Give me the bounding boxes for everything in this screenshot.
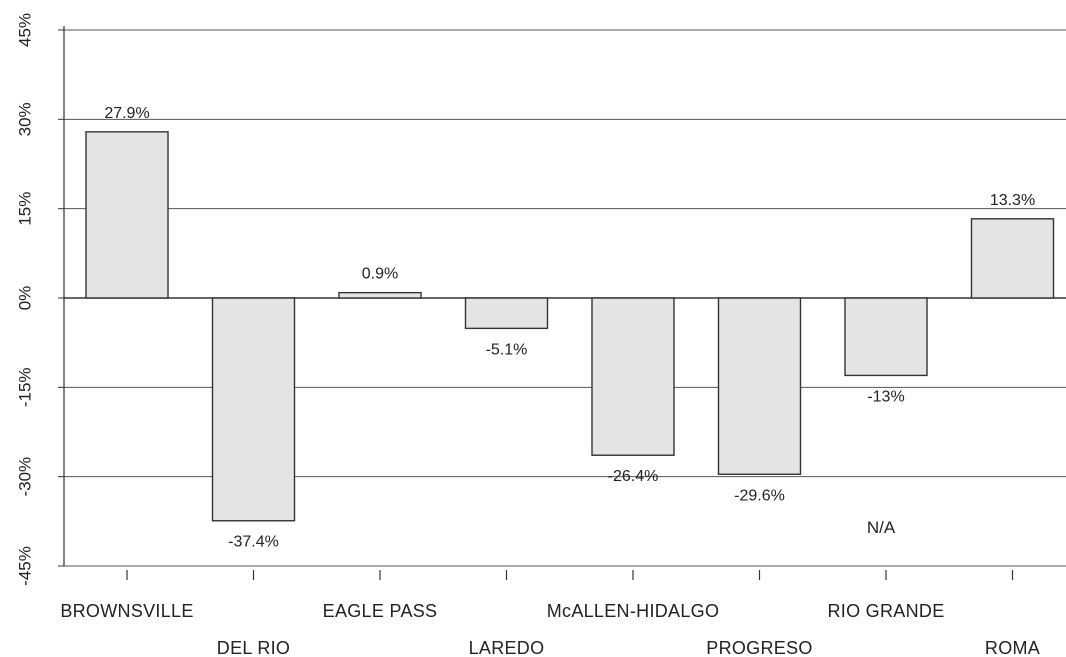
data-label: -5.1% (486, 341, 528, 358)
bar (844, 297, 928, 377)
category-label: LAREDO (469, 638, 545, 657)
axes (58, 26, 65, 567)
y-tick-label: 0% (15, 286, 34, 311)
y-tick-label: 15% (15, 192, 34, 226)
data-label: 13.3% (990, 192, 1035, 209)
data-labels: 27.9% -37.4% 0.9% -5.1% -26.4% -29.6% -13% 13.3… (104, 105, 1035, 551)
category-label: PROGRESO (706, 638, 812, 657)
annotations: N/A (867, 518, 896, 537)
bar (85, 131, 169, 299)
data-label: -29.6% (734, 487, 785, 504)
x-tick-marks (126, 570, 1014, 580)
category-label: RIO GRANDE (827, 601, 944, 621)
category-label: McALLEN-HIDALGO (547, 601, 720, 621)
bar (464, 297, 549, 330)
category-labels: BROWNSVILLE DEL RIO EAGLE PASS LAREDOMcALLE… (60, 601, 1040, 657)
category-label: EAGLE PASS (323, 601, 438, 621)
data-label: -26.4% (608, 468, 659, 485)
category-label: DEL RIO (217, 638, 290, 657)
y-tick-label: 45% (15, 13, 34, 47)
data-label: -37.4% (228, 534, 279, 551)
data-label: 27.9% (104, 105, 149, 122)
bar (211, 297, 296, 522)
category-label: ROMA (985, 638, 1040, 657)
bar (970, 218, 1055, 299)
y-tick-label: -15% (15, 367, 34, 407)
bar (717, 297, 802, 475)
y-tick-label: -45% (15, 546, 34, 586)
y-tick-label: 30% (15, 102, 34, 136)
bars (85, 131, 1055, 522)
bar (338, 291, 422, 299)
category-label: BROWNSVILLE (60, 601, 193, 621)
data-label: 0.9% (362, 266, 398, 283)
y-tick-label: -30% (15, 457, 34, 497)
data-label: -13% (867, 388, 904, 405)
bar (591, 297, 675, 456)
y-tick-labels: 45% 30% 15% 0% -15% -30% -45% (15, 13, 34, 586)
annotation-label: N/A (867, 518, 896, 537)
